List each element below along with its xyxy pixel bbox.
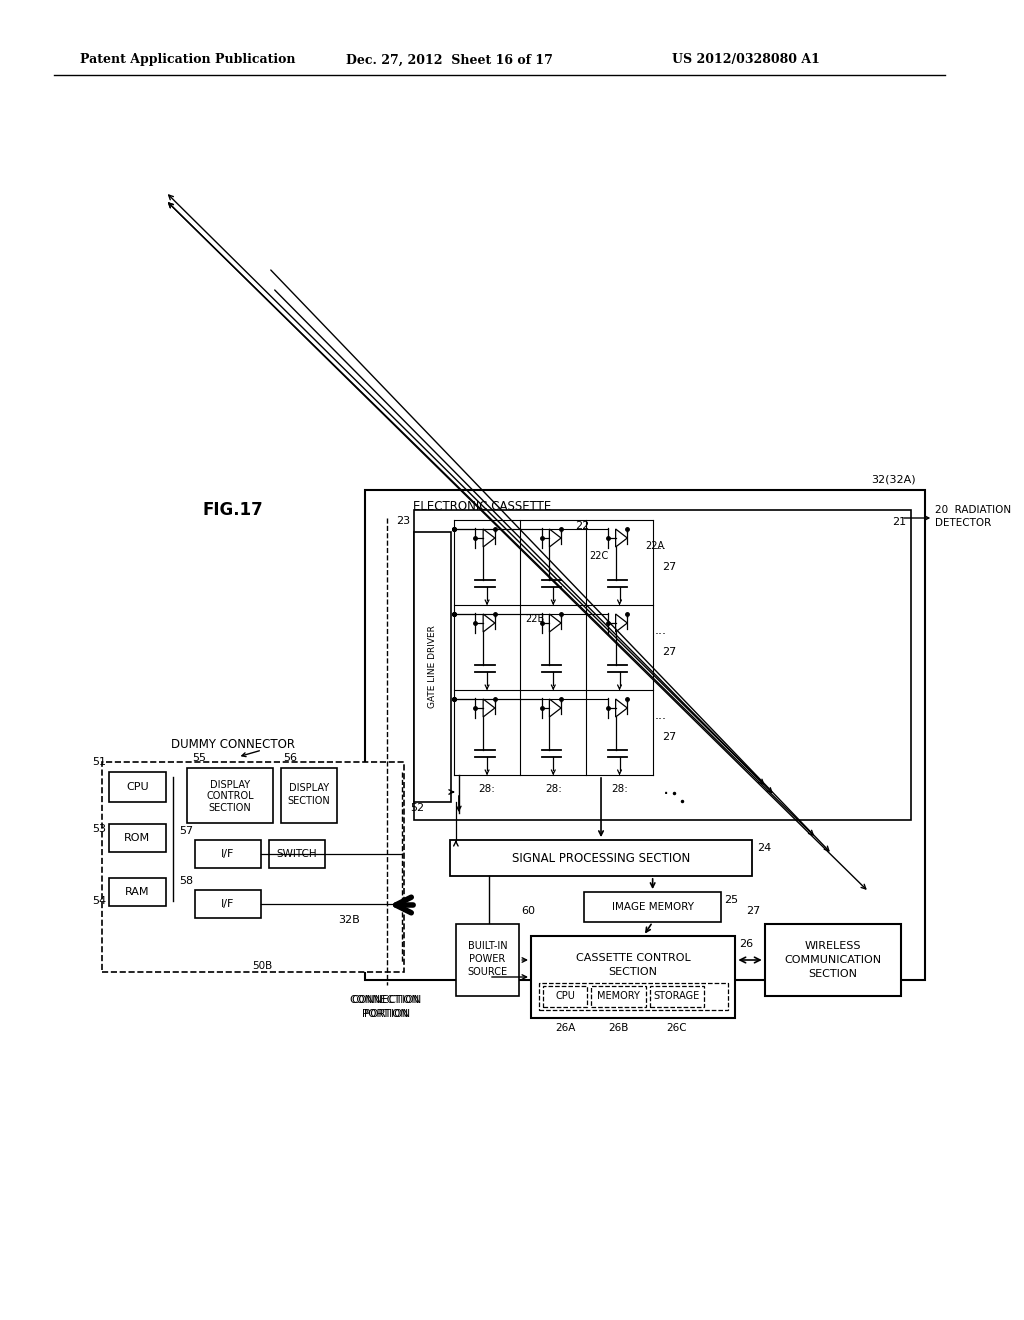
Text: ELECTRONIC CASSETTE: ELECTRONIC CASSETTE bbox=[413, 499, 551, 512]
Text: I/F: I/F bbox=[221, 899, 234, 909]
Bar bbox=[456, 924, 519, 997]
Text: 22C: 22C bbox=[590, 550, 609, 561]
Text: CONNECTION: CONNECTION bbox=[349, 995, 420, 1005]
Text: ...: ... bbox=[654, 624, 667, 638]
Text: 55: 55 bbox=[191, 752, 206, 763]
Text: 27: 27 bbox=[663, 731, 677, 742]
Text: 60: 60 bbox=[521, 906, 536, 916]
Text: PORTION: PORTION bbox=[361, 1008, 408, 1019]
Bar bbox=[366, 490, 926, 979]
Text: DETECTOR: DETECTOR bbox=[935, 517, 991, 528]
Text: CASSETTE CONTROL: CASSETTE CONTROL bbox=[575, 953, 690, 964]
Bar bbox=[281, 768, 337, 822]
Text: MEMORY: MEMORY bbox=[597, 991, 640, 1001]
Text: 51: 51 bbox=[92, 756, 106, 767]
Text: 22A: 22A bbox=[645, 541, 664, 550]
Text: 27: 27 bbox=[746, 906, 761, 916]
Bar bbox=[414, 532, 451, 803]
Text: 26B: 26B bbox=[608, 1023, 629, 1034]
Bar bbox=[585, 892, 721, 921]
Text: CPU: CPU bbox=[126, 781, 148, 792]
Text: 22B: 22B bbox=[525, 614, 545, 624]
Text: 25: 25 bbox=[724, 895, 738, 906]
Text: Patent Application Publication: Patent Application Publication bbox=[80, 54, 295, 66]
Text: SOURCE: SOURCE bbox=[468, 968, 508, 977]
Text: 27: 27 bbox=[663, 562, 677, 572]
Text: POWER: POWER bbox=[469, 954, 506, 964]
Text: 20  RADIATION: 20 RADIATION bbox=[935, 506, 1012, 515]
Text: SECTION: SECTION bbox=[808, 969, 857, 979]
Bar bbox=[591, 986, 646, 1007]
Text: 28:: 28: bbox=[611, 784, 628, 795]
Bar bbox=[187, 768, 272, 822]
Bar bbox=[543, 986, 588, 1007]
Text: 32(32A): 32(32A) bbox=[871, 475, 915, 484]
Text: 28:: 28: bbox=[478, 784, 496, 795]
Text: STORAGE: STORAGE bbox=[654, 991, 700, 1001]
Text: PORTION: PORTION bbox=[364, 1008, 410, 1019]
Text: 24: 24 bbox=[757, 843, 771, 853]
Text: IMAGE MEMORY: IMAGE MEMORY bbox=[611, 902, 693, 912]
Text: ROM: ROM bbox=[124, 833, 151, 843]
Text: 26: 26 bbox=[739, 939, 754, 949]
Bar bbox=[414, 510, 910, 820]
Bar bbox=[765, 924, 901, 997]
Text: SWITCH: SWITCH bbox=[276, 849, 317, 859]
Bar bbox=[530, 936, 735, 1018]
Text: SECTION: SECTION bbox=[209, 803, 251, 813]
Text: CONTROL: CONTROL bbox=[206, 791, 254, 801]
Text: ...: ... bbox=[654, 709, 667, 722]
Text: WIRELESS: WIRELESS bbox=[805, 941, 861, 950]
Text: 27: 27 bbox=[663, 647, 677, 657]
Bar bbox=[195, 840, 261, 869]
Text: 53: 53 bbox=[92, 824, 106, 834]
Bar bbox=[102, 762, 404, 972]
Text: US 2012/0328080 A1: US 2012/0328080 A1 bbox=[672, 54, 820, 66]
Text: DISPLAY: DISPLAY bbox=[289, 783, 329, 793]
Text: SECTION: SECTION bbox=[288, 796, 330, 807]
Bar bbox=[110, 772, 166, 803]
Bar bbox=[195, 890, 261, 917]
Text: CONNECTION: CONNECTION bbox=[351, 995, 422, 1005]
Text: CPU: CPU bbox=[555, 991, 574, 1001]
Text: 21: 21 bbox=[892, 517, 906, 527]
Text: SIGNAL PROCESSING SECTION: SIGNAL PROCESSING SECTION bbox=[512, 851, 690, 865]
Text: DUMMY CONNECTOR: DUMMY CONNECTOR bbox=[171, 738, 295, 751]
Text: 28:: 28: bbox=[545, 784, 562, 795]
Text: 52: 52 bbox=[410, 803, 424, 813]
Text: 26A: 26A bbox=[555, 1023, 575, 1034]
Text: GATE LINE DRIVER: GATE LINE DRIVER bbox=[428, 626, 437, 709]
Text: 56: 56 bbox=[284, 752, 297, 763]
Text: COMMUNICATION: COMMUNICATION bbox=[784, 954, 882, 965]
Bar bbox=[110, 824, 166, 851]
Text: .: . bbox=[664, 780, 670, 799]
Text: 54: 54 bbox=[92, 896, 106, 906]
Bar bbox=[450, 840, 752, 876]
Text: 23: 23 bbox=[396, 516, 410, 525]
Text: DISPLAY: DISPLAY bbox=[210, 780, 250, 789]
Text: 32B: 32B bbox=[338, 915, 359, 925]
Text: RAM: RAM bbox=[125, 887, 150, 898]
Text: 26C: 26C bbox=[667, 1023, 687, 1034]
Text: ...: ... bbox=[654, 539, 667, 552]
Text: 58: 58 bbox=[179, 876, 193, 886]
Text: Dec. 27, 2012  Sheet 16 of 17: Dec. 27, 2012 Sheet 16 of 17 bbox=[346, 54, 553, 66]
Text: 22: 22 bbox=[574, 521, 589, 531]
Bar bbox=[269, 840, 326, 869]
Text: FIG.17: FIG.17 bbox=[203, 502, 263, 519]
Text: I/F: I/F bbox=[221, 849, 234, 859]
Text: 57: 57 bbox=[179, 826, 193, 836]
Text: 50B: 50B bbox=[253, 961, 272, 972]
Text: BUILT-IN: BUILT-IN bbox=[468, 941, 507, 950]
Bar bbox=[649, 986, 705, 1007]
Bar bbox=[110, 878, 166, 906]
Bar bbox=[539, 983, 728, 1010]
Text: SECTION: SECTION bbox=[608, 968, 657, 977]
